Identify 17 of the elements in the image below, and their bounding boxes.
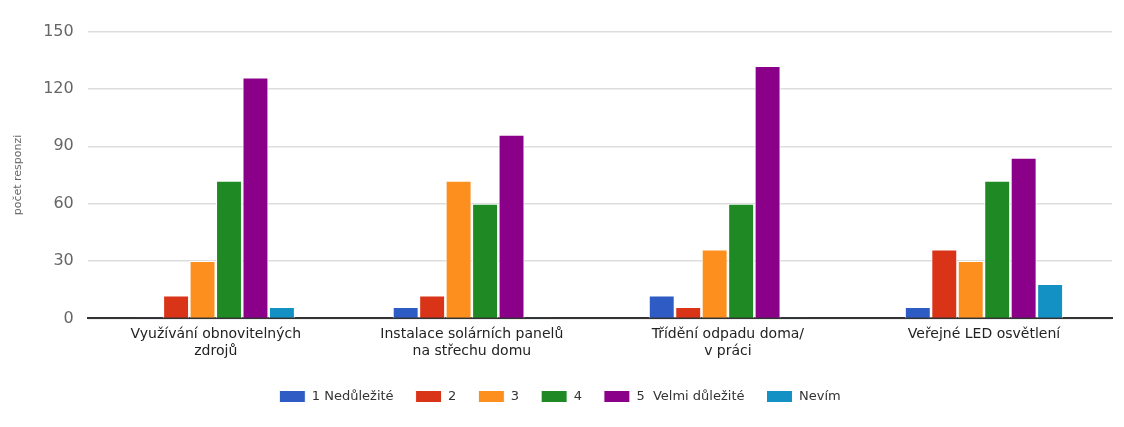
legend-label: 2: [448, 387, 457, 403]
x-tick-label: Veřejné LED osvětlení: [907, 325, 1062, 342]
y-tick-label: 0: [63, 307, 74, 327]
y-tick-label: 30: [53, 250, 74, 270]
y-axis-title: počet responzi: [11, 134, 25, 216]
legend-label: 1 Nedůležité: [311, 387, 394, 403]
y-tick-label: 150: [43, 20, 74, 40]
legend-label: 3: [510, 387, 520, 403]
y-tick-label: 90: [53, 135, 74, 155]
x-tick-label: Instalace solárních panelů na střechu domu: [380, 325, 564, 359]
legend-label: 4: [573, 387, 582, 403]
x-tick-label: Využívání obnovitelných zdrojů: [130, 325, 302, 359]
legend-label: Nevím: [798, 387, 841, 403]
y-tick-label: 120: [43, 78, 74, 98]
legend-label: 5 Velmi důležité: [636, 387, 745, 403]
y-tick-label: 60: [53, 192, 74, 212]
x-tick-label: Třídění odpadu doma/ v práci: [650, 325, 805, 359]
